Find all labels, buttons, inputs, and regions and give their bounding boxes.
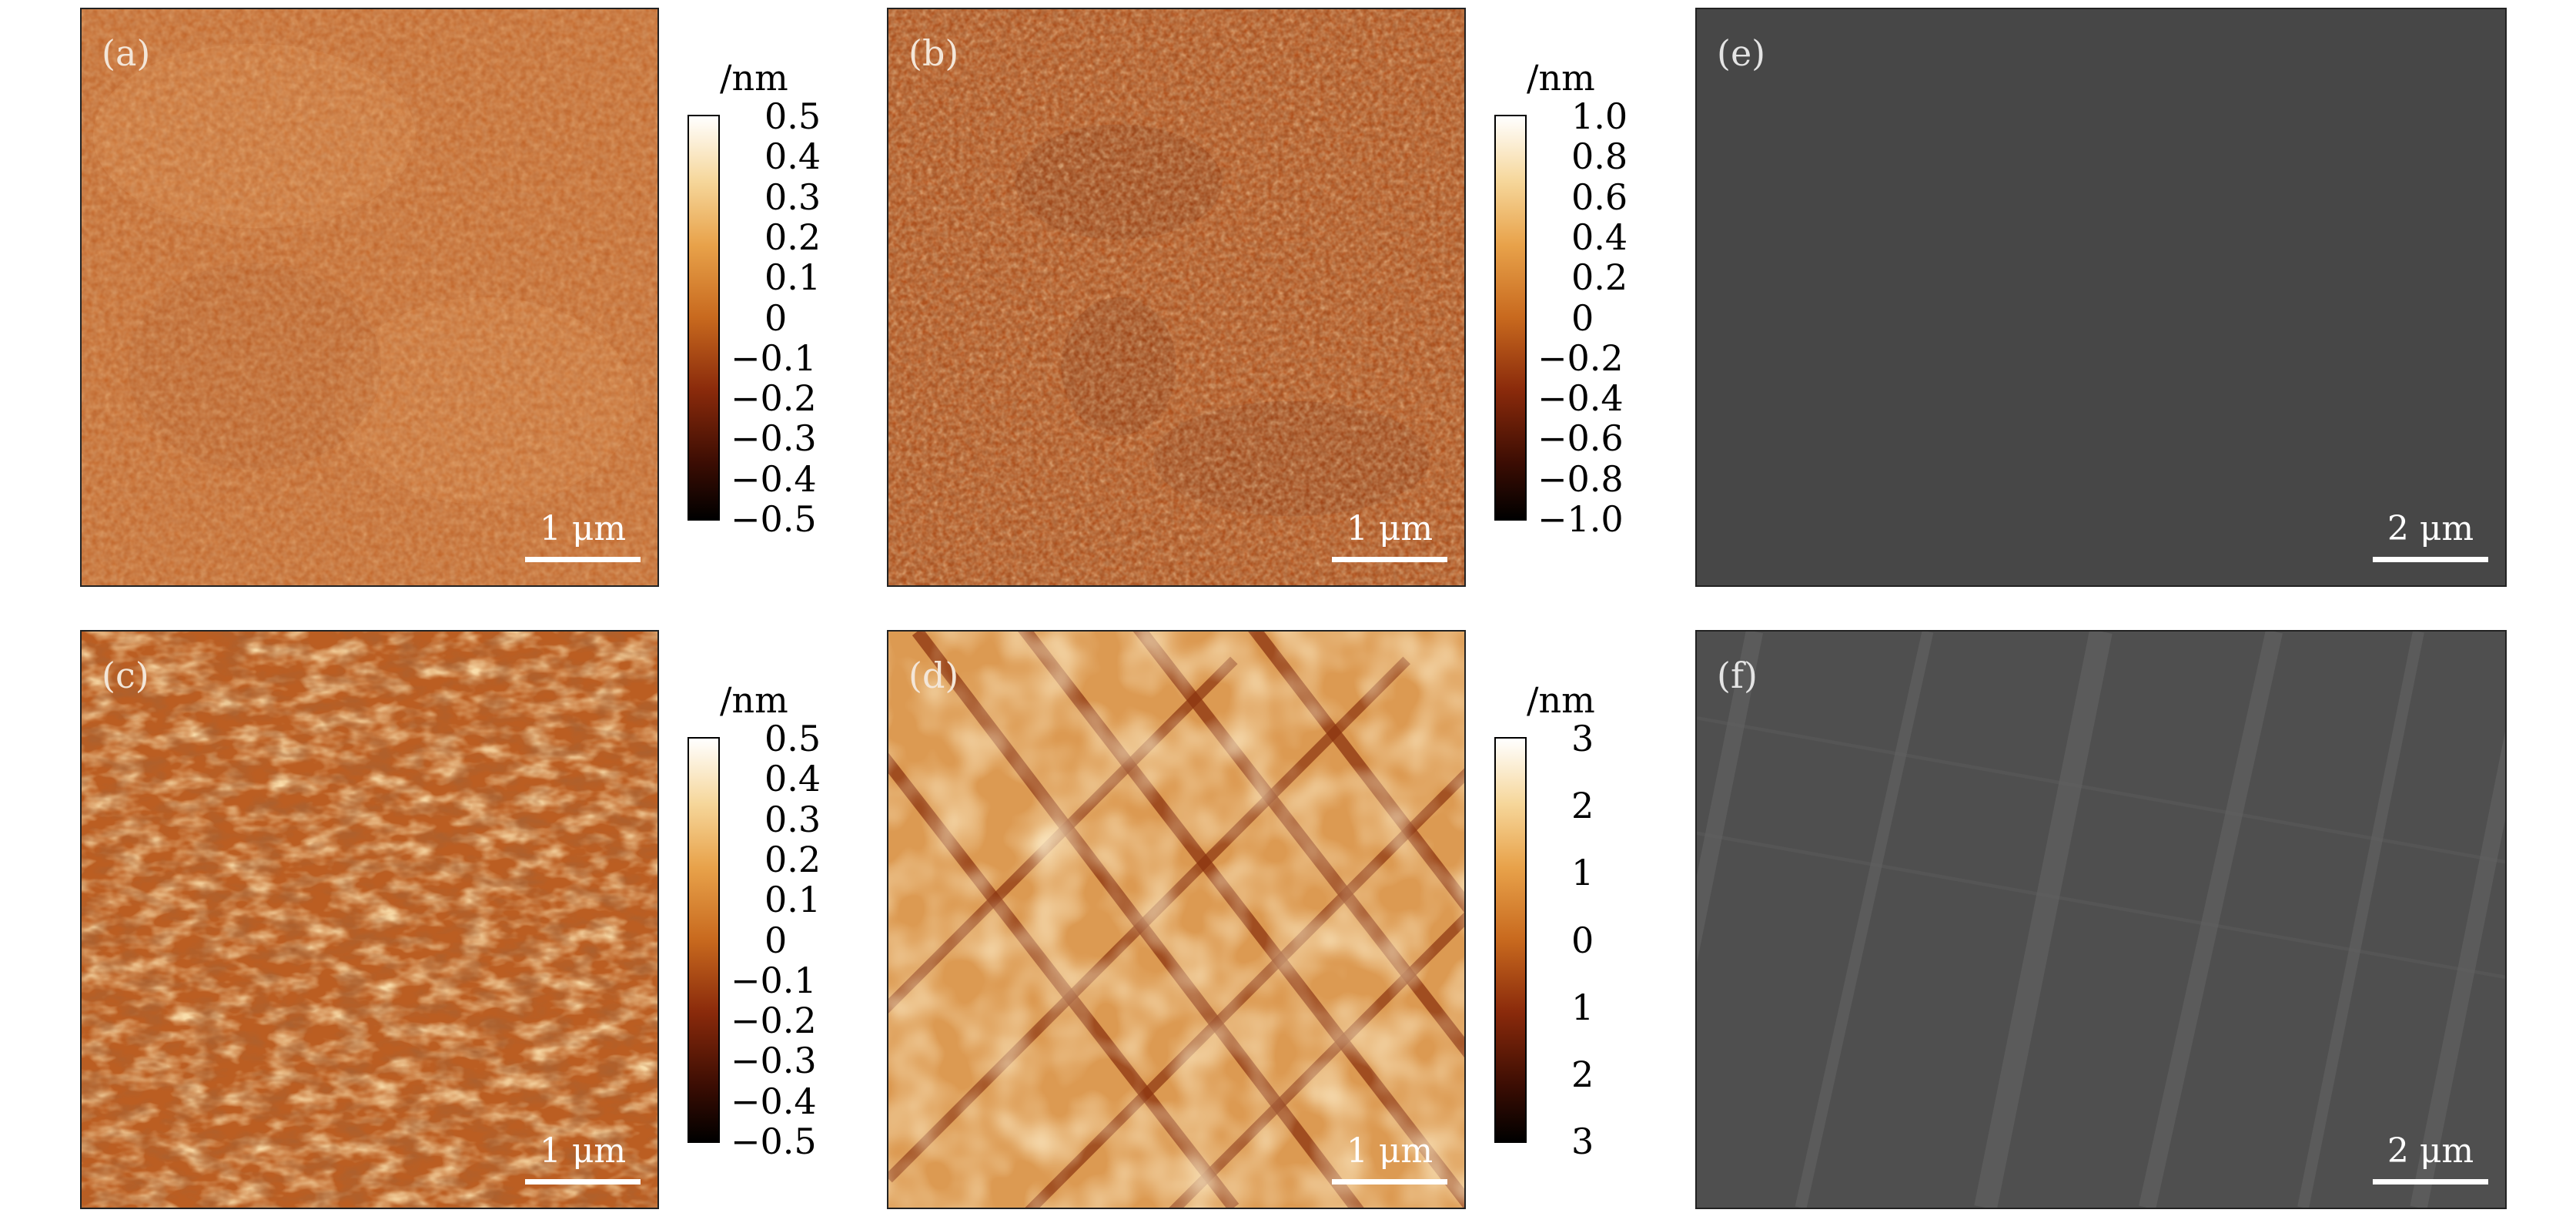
colorbar-tick-label: −0.2 (731, 377, 817, 420)
panel-label-a: (a) (102, 32, 151, 74)
colorbar-tick-label: 0 (764, 919, 788, 961)
colorbar-tick-label: 0.6 (1571, 176, 1628, 218)
colorbar-tick-label: 0.1 (764, 256, 821, 299)
panel-label-e: (e) (1717, 32, 1766, 74)
colorbar-unit-d: /nm (1527, 679, 1595, 721)
scale-label-b: 1 μm (1346, 509, 1434, 548)
colorbar-tick-label: −0.5 (731, 498, 817, 540)
afm-texture-a (82, 9, 657, 585)
scale-bar-b: 1 μm (1332, 512, 1447, 562)
colorbar-tick-label: −0.2 (1537, 337, 1624, 379)
colorbar-tick-label: −1.0 (1537, 498, 1624, 540)
colorbar-tick-label: 0.2 (764, 838, 821, 880)
scale-line-a (525, 557, 641, 562)
afm-panel-d: (d) 1 μm (887, 630, 1466, 1209)
scale-line-d (1332, 1179, 1447, 1185)
scale-bar-e: 2 μm (2373, 512, 2488, 562)
colorbar-tick-label: −0.1 (731, 337, 817, 379)
colorbar-tick-label: −0.4 (1537, 377, 1624, 420)
colorbar-tick-label: 0.4 (764, 758, 821, 800)
colorbar-tick-label: 0.4 (764, 136, 821, 178)
colorbar-tick-label: 0.3 (764, 176, 821, 218)
colorbar-tick-label: 1 (1571, 852, 1594, 894)
colorbar-tick-label: 1 (1571, 986, 1594, 1028)
colorbar-tick-label: −0.5 (731, 1121, 817, 1162)
afm-texture-b (888, 9, 1464, 585)
scale-line-c (525, 1179, 641, 1185)
colorbar-tick-label: 0 (1571, 297, 1594, 339)
colorbar-tick-label: −0.8 (1537, 457, 1624, 500)
colorbar-tick-label: 0.2 (764, 216, 821, 258)
afm-panel-c: (c) 1 μm (80, 630, 659, 1209)
afm-panel-a: (a) 1 μm (80, 8, 659, 587)
colorbar-gradient-c (687, 737, 720, 1143)
scale-line-e (2373, 557, 2488, 562)
colorbar-tick-label: −0.2 (731, 1000, 817, 1042)
colorbar-tick-label: 1.0 (1571, 95, 1628, 137)
colorbar-tick-label: −0.6 (1537, 417, 1624, 460)
scale-bar-a: 1 μm (525, 512, 641, 562)
colorbar-tick-label: 3 (1571, 718, 1594, 759)
colorbar-tick-label: 2 (1571, 1053, 1594, 1095)
colorbar-tick-label: 0.5 (764, 95, 821, 137)
colorbar-tick-label: 0 (1571, 919, 1594, 961)
scale-label-c: 1 μm (539, 1131, 627, 1171)
colorbar-tick-label: 0.3 (764, 798, 821, 840)
colorbar-tick-label: −0.3 (731, 417, 817, 460)
afm-texture-c (82, 632, 657, 1208)
scale-bar-c: 1 μm (525, 1134, 641, 1185)
panel-label-b: (b) (908, 32, 959, 74)
scale-label-a: 1 μm (539, 509, 627, 548)
colorbar-gradient-d (1494, 737, 1527, 1143)
colorbar-tick-label: −0.4 (731, 1080, 817, 1122)
afm-texture-d (888, 632, 1464, 1208)
sem-panel-f: (f) 2 μm (1695, 630, 2507, 1209)
panel-label-c: (c) (102, 655, 149, 696)
colorbar-tick-label: −0.3 (731, 1040, 817, 1082)
scale-label-e: 2 μm (2387, 509, 2474, 548)
colorbar-tick-label: 0.2 (1571, 256, 1628, 299)
colorbar-tick-label: −0.1 (731, 959, 817, 1001)
colorbar-tick-label: 0.4 (1571, 216, 1628, 258)
colorbar-tick-label: 3 (1571, 1121, 1594, 1162)
panel-label-d: (d) (908, 655, 959, 696)
scale-line-b (1332, 557, 1447, 562)
colorbar-tick-label: 0.8 (1571, 136, 1628, 178)
scale-label-d: 1 μm (1346, 1131, 1434, 1171)
scale-bar-d: 1 μm (1332, 1134, 1447, 1185)
scale-label-f: 2 μm (2387, 1131, 2474, 1171)
colorbar-unit-c: /nm (720, 679, 788, 721)
colorbar-unit-a: /nm (720, 57, 788, 99)
colorbar-tick-label: 0.1 (764, 879, 821, 921)
panel-label-f: (f) (1717, 655, 1758, 696)
colorbar-tick-label: −0.4 (731, 457, 817, 500)
colorbar-gradient-b (1494, 115, 1527, 521)
scale-line-f (2373, 1179, 2488, 1185)
colorbar-tick-label: 0.5 (764, 718, 821, 759)
colorbar-unit-b: /nm (1527, 57, 1595, 99)
afm-panel-b: (b) 1 μm (887, 8, 1466, 587)
colorbar-gradient-a (687, 115, 720, 521)
colorbar-tick-label: 0 (764, 297, 788, 339)
colorbar-tick-label: 2 (1571, 785, 1594, 827)
scale-bar-f: 2 μm (2373, 1134, 2488, 1185)
sem-texture-f (1697, 632, 2505, 1208)
sem-panel-e: (e) 2 μm (1695, 8, 2507, 587)
